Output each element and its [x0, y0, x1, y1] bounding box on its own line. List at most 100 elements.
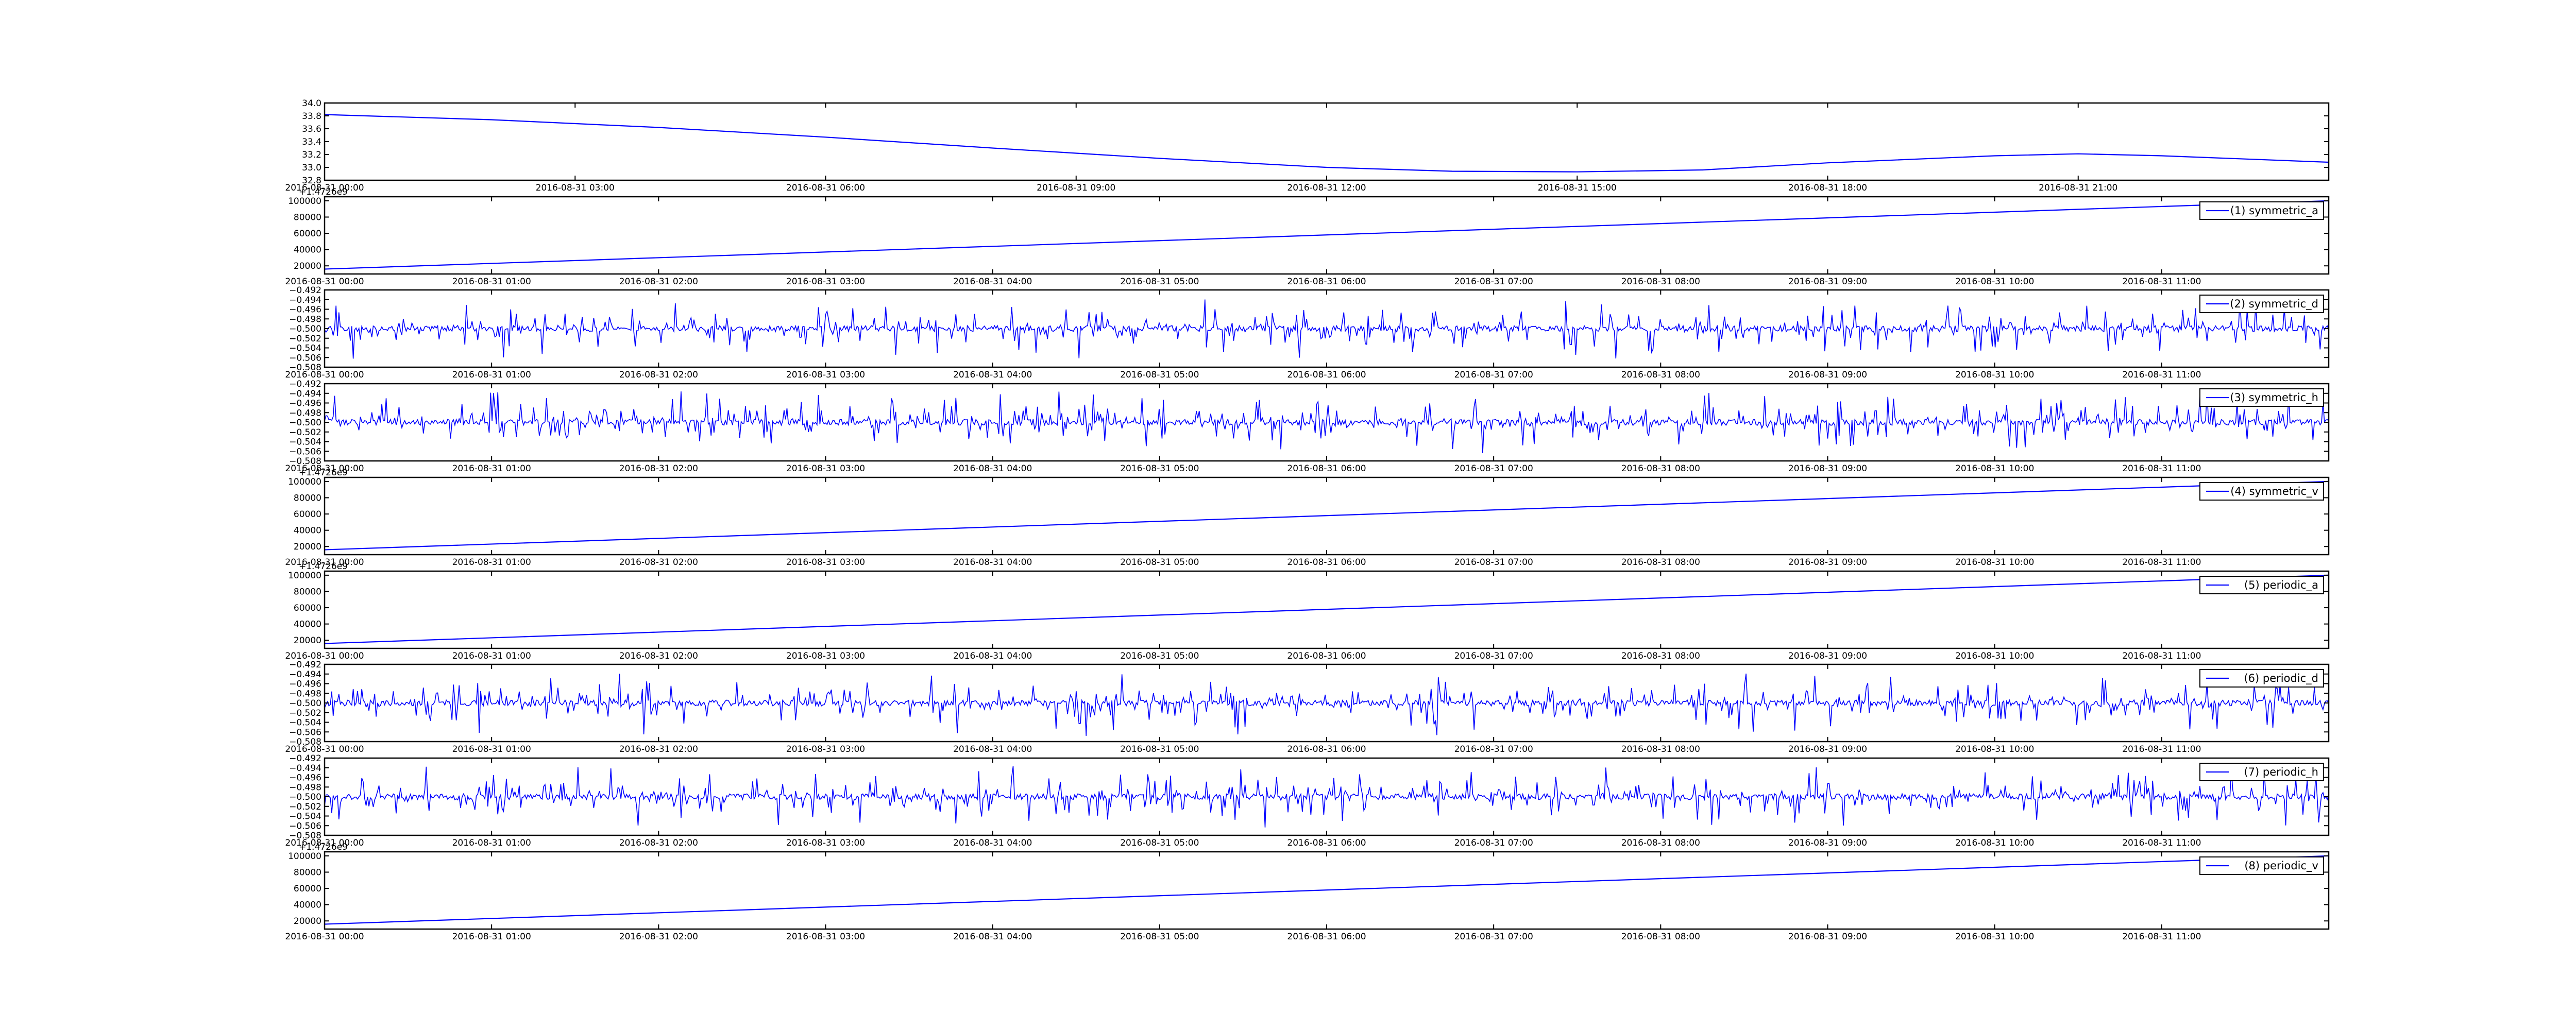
x-tick-label: 2016-08-31 15:00 [1538, 183, 1617, 193]
y-tick-label: −0.502 [289, 427, 321, 438]
y-offset-label: +1.4726e9 [299, 842, 348, 852]
y-tick-label: 33.4 [302, 137, 321, 147]
y-tick-label: 60000 [294, 509, 321, 520]
legend-label: (5) periodic_a [2244, 579, 2318, 592]
y-offset-label: +1.4726e9 [299, 187, 348, 197]
x-tick-label: 2016-08-31 07:00 [1454, 932, 1533, 942]
y-tick-label: 20000 [294, 916, 321, 926]
x-tick-label: 2016-08-31 07:00 [1454, 744, 1533, 754]
x-tick-label: 2016-08-31 09:00 [1788, 932, 1867, 942]
y-tick-label: −0.504 [289, 437, 321, 448]
x-tick-label: 2016-08-31 04:00 [953, 370, 1032, 380]
legend: (6) periodic_d [2199, 669, 2324, 688]
subplot-2: 20000 40000 60000 80000 100000 2016-08-31 00:… [285, 187, 2330, 287]
x-tick-label: 2016-08-31 02:00 [619, 932, 698, 942]
x-tick-label: 2016-08-31 11:00 [2122, 370, 2201, 380]
x-tick-label: 2016-08-31 03:00 [536, 183, 615, 193]
x-tick-label: 2016-08-31 02:00 [619, 370, 698, 380]
x-tick-label: 2016-08-31 00:00 [285, 932, 364, 942]
y-tick-label: −0.492 [289, 285, 321, 296]
y-tick-label: −0.496 [289, 399, 321, 409]
x-tick-label: 2016-08-31 00:00 [285, 183, 364, 193]
x-tick-label: 2016-08-31 09:00 [1788, 464, 1867, 474]
x-tick-label: 2016-08-31 05:00 [1120, 744, 1199, 754]
legend: (4) symmetric_v [2199, 482, 2324, 501]
x-tick-label: 2016-08-31 11:00 [2122, 651, 2201, 661]
legend-label: (4) symmetric_v [2230, 485, 2318, 498]
subplot-6: 20000 40000 60000 80000 100000 2016-08-31 00:… [285, 561, 2330, 661]
y-tick-label: −0.506 [289, 447, 321, 457]
x-tick-label: 2016-08-31 05:00 [1120, 557, 1199, 568]
series-line-8 [325, 766, 2329, 828]
y-tick-label: −0.502 [289, 708, 321, 718]
x-tick-label: 2016-08-31 00:00 [285, 277, 364, 287]
y-tick-label: 60000 [294, 884, 321, 894]
y-tick-label: −0.498 [289, 689, 321, 699]
x-tick-label: 2016-08-31 09:00 [1788, 838, 1867, 848]
y-tick-label: −0.496 [289, 679, 321, 690]
x-tick-label: 2016-08-31 05:00 [1120, 370, 1199, 380]
x-tick-label: 2016-08-31 11:00 [2122, 932, 2201, 942]
y-tick-label: 100000 [288, 571, 321, 581]
x-tick-label: 2016-08-31 04:00 [953, 464, 1032, 474]
x-tick-label: 2016-08-31 10:00 [1955, 651, 2034, 661]
x-tick-label: 2016-08-31 03:00 [786, 464, 865, 474]
legend: (1) symmetric_a [2199, 201, 2324, 220]
x-tick-label: 2016-08-31 04:00 [953, 744, 1032, 754]
x-tick-label: 2016-08-31 05:00 [1120, 651, 1199, 661]
x-tick-label: 2016-08-31 08:00 [1621, 838, 1700, 848]
x-tick-label: 2016-08-31 11:00 [2122, 744, 2201, 754]
subplot-5: 20000 40000 60000 80000 100000 2016-08-31 00:… [285, 468, 2330, 568]
x-tick-label: 2016-08-31 02:00 [619, 651, 698, 661]
x-tick-label: 2016-08-31 08:00 [1621, 651, 1700, 661]
subplot-7: −0.508−0.506−0.504−0.502−0.500−0.498−0.4… [285, 660, 2330, 754]
x-tick-label: 2016-08-31 01:00 [452, 838, 531, 848]
y-tick-label: −0.494 [289, 763, 321, 774]
y-tick-label: −0.502 [289, 334, 321, 344]
series-line-3 [325, 299, 2329, 359]
y-tick-label: 20000 [294, 261, 321, 271]
y-tick-label: 80000 [294, 587, 321, 597]
x-tick-label: 2016-08-31 11:00 [2122, 557, 2201, 568]
x-tick-label: 2016-08-31 01:00 [452, 464, 531, 474]
x-tick-label: 2016-08-31 10:00 [1955, 464, 2034, 474]
y-tick-label: −0.500 [289, 418, 321, 428]
y-tick-label: 80000 [294, 493, 321, 503]
y-tick-label: −0.494 [289, 389, 321, 399]
x-tick-label: 2016-08-31 03:00 [786, 370, 865, 380]
x-tick-label: 2016-08-31 07:00 [1454, 464, 1533, 474]
x-tick-label: 2016-08-31 02:00 [619, 557, 698, 568]
y-tick-label: −0.498 [289, 314, 321, 324]
y-tick-label: −0.492 [289, 660, 321, 670]
x-tick-label: 2016-08-31 06:00 [786, 183, 865, 193]
y-tick-label: 40000 [294, 526, 321, 536]
subplot-9: 20000 40000 60000 80000 100000 2016-08-31 00:… [285, 842, 2330, 942]
x-tick-label: 2016-08-31 07:00 [1454, 838, 1533, 848]
y-tick-label: 80000 [294, 867, 321, 878]
y-tick-label: 34.0 [302, 98, 321, 109]
x-tick-label: 2016-08-31 18:00 [1788, 183, 1867, 193]
x-tick-label: 2016-08-31 04:00 [953, 838, 1032, 848]
x-tick-label: 2016-08-31 05:00 [1120, 464, 1199, 474]
y-tick-label: 60000 [294, 603, 321, 613]
x-tick-label: 2016-08-31 08:00 [1621, 932, 1700, 942]
x-tick-label: 2016-08-31 07:00 [1454, 370, 1533, 380]
y-tick-label: −0.494 [289, 295, 321, 305]
y-tick-label: −0.508 [289, 456, 321, 467]
y-tick-label: 80000 [294, 212, 321, 222]
x-tick-label: 2016-08-31 04:00 [953, 651, 1032, 661]
x-tick-label: 2016-08-31 09:00 [1788, 370, 1867, 380]
y-tick-label: −0.508 [289, 363, 321, 373]
y-tick-label: 33.2 [302, 150, 321, 160]
series-line-5 [325, 480, 2329, 551]
legend: (5) periodic_a [2199, 576, 2324, 594]
y-tick-label: 33.0 [302, 163, 321, 173]
x-tick-label: 2016-08-31 11:00 [2122, 464, 2201, 474]
legend-label: (3) symmetric_h [2230, 391, 2318, 404]
legend: (8) periodic_v [2199, 856, 2324, 875]
x-tick-label: 2016-08-31 01:00 [452, 651, 531, 661]
y-tick-label: −0.504 [289, 344, 321, 354]
x-tick-label: 2016-08-31 03:00 [786, 744, 865, 754]
x-tick-label: 2016-08-31 02:00 [619, 744, 698, 754]
